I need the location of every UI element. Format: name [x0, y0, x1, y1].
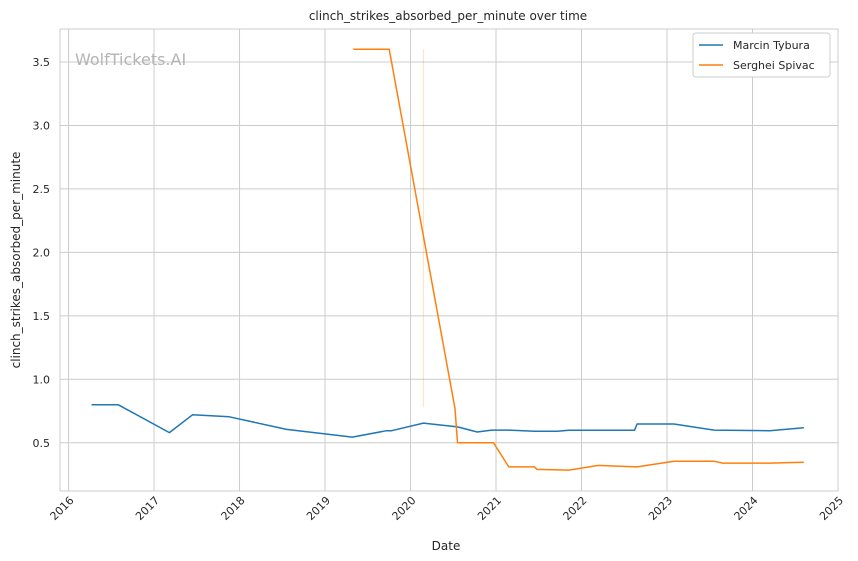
- y-tick-label: 0.5: [33, 437, 51, 450]
- plot-area: [59, 28, 839, 492]
- watermark: WolfTickets.AI: [75, 50, 186, 69]
- x-tick-label: 2021: [475, 494, 504, 523]
- x-tick-label: 2025: [817, 494, 846, 523]
- chart-title: clinch_strikes_absorbed_per_minute over …: [309, 9, 587, 23]
- legend: Marcin Tybura Serghei Spivac: [692, 32, 831, 78]
- x-tick-label: 2016: [48, 494, 77, 523]
- x-axis-label: Date: [432, 539, 461, 553]
- x-tick-label: 2019: [304, 494, 333, 523]
- x-tick-label: 2023: [646, 494, 675, 523]
- series-line-serghei-spivac: [353, 48, 804, 471]
- y-tick-label: 2.5: [33, 183, 51, 196]
- x-tick-label: 2024: [732, 494, 761, 523]
- x-tick-label: 2018: [219, 494, 248, 523]
- y-tick-label: 1.0: [33, 373, 51, 386]
- y-tick-label: 1.5: [33, 310, 51, 323]
- y-tick-label: 3.0: [33, 119, 51, 132]
- grid: [60, 29, 839, 491]
- series-layer: [91, 48, 804, 471]
- x-tick-label: 2020: [390, 494, 419, 523]
- y-axis-label: clinch_strikes_absorbed_per_minute: [9, 152, 23, 369]
- legend-label-marcin-tybura: Marcin Tybura: [733, 39, 810, 52]
- legend-label-serghei-spivac: Serghei Spivac: [733, 59, 815, 72]
- y-tick-label: 3.5: [33, 56, 51, 69]
- x-tick-label: 2017: [133, 494, 162, 523]
- legend-box: [692, 32, 831, 78]
- series-line-marcin-tybura: [91, 403, 804, 438]
- x-tick-label: 2022: [561, 494, 590, 523]
- y-tick-label: 2.0: [33, 246, 51, 259]
